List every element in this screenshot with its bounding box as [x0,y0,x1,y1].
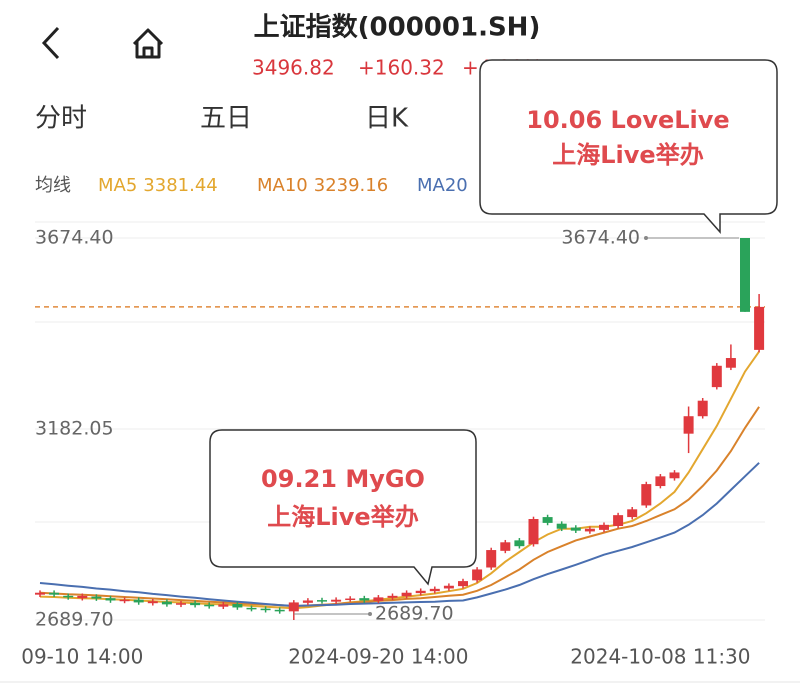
candle-body [63,595,74,598]
callout-text: 10.06 LoveLive [526,106,729,134]
x-tick-label: 2024-10-08 11:30 [570,645,750,669]
candle-body [359,598,370,601]
legend-title: 均线 [35,175,71,196]
max-label: 3674.40 [561,227,640,249]
ma-line [39,462,760,607]
candle-body [302,600,313,603]
candle-body [317,600,327,602]
candle-body [613,515,624,527]
title: 上证指数(000001.SH) [254,13,541,43]
candle-body [345,598,356,601]
candle-body [500,542,511,551]
y-tick-label: 2689.70 [35,609,114,631]
candle-body [119,599,130,602]
candle-body [288,602,299,612]
callout-bubble [479,59,778,234]
candle-body [77,595,88,599]
candle-body [415,590,426,594]
candle-body [387,595,398,598]
tab[interactable]: 五日 [200,104,252,134]
candle-body [133,599,144,603]
legend-item: MA5 3381.44 [98,175,218,196]
callout-text: 上海Live举办 [552,141,703,169]
legend-item: MA10 3239.16 [257,175,388,196]
ma-line [39,351,760,610]
candle-body [486,550,497,568]
candle-body [161,601,172,605]
candle-body [147,601,158,604]
candle-body [669,472,680,479]
candle-body [528,519,539,545]
candle-body [754,306,765,350]
legend-name: MA5 [98,175,137,196]
candle-body [683,416,694,434]
legend-name: MA10 [257,175,308,196]
candle-body [655,476,666,487]
ma-line [39,406,760,608]
candle-body [373,597,384,601]
candle-body [246,607,257,610]
min-dot [368,612,372,616]
change: +160.32 [358,56,445,80]
candle-body [711,365,722,388]
candle-body [232,603,243,608]
candle-body [35,592,45,595]
tab[interactable]: 日K [365,104,409,134]
candle-body [91,596,102,599]
callout-bubble [209,429,477,586]
candle-body [570,527,581,531]
max-dot [644,236,648,240]
candle-body [542,517,553,523]
min-label: 2689.70 [375,603,454,625]
legend-name: MA20 [417,175,468,196]
candle-body [641,484,652,506]
legend-value: 3239.16 [314,175,388,196]
candle-body [599,524,609,530]
candle-body [49,592,60,595]
candle-body [725,358,736,368]
y-tick-label: 3182.05 [35,418,114,440]
candle-body [740,238,750,312]
price: 3496.82 [252,56,335,80]
candle-body [443,585,454,589]
candle-body [514,540,525,547]
callout-text: 09.21 MyGO [261,465,425,493]
candle-body [556,523,567,529]
candle-body [697,400,708,417]
candle-body [204,604,215,607]
callouts: 10.06 LoveLive 上海Live举办 09.21 MyGO 上海Liv… [209,59,778,586]
candle-body [190,602,201,606]
legend-value: 3381.44 [143,175,217,196]
candle-body [472,569,483,581]
x-tick-label: 09-10 14:00 [21,645,143,669]
candle-body [218,604,229,607]
candle-body [401,592,412,597]
candle-body [584,528,595,532]
tab[interactable]: 分时 [35,104,87,134]
callout-text: 上海Live举办 [267,503,418,531]
candle-body [176,603,186,605]
candle-body [331,599,342,602]
candle-body [458,581,468,587]
x-tick-label: 2024-09-20 14:00 [288,645,468,669]
candle-body [429,588,440,592]
legend-item: MA20 [417,175,468,196]
back-button[interactable] [41,26,60,60]
candle-body [105,598,116,601]
y-tick-label: 3674.40 [35,227,114,249]
home-button[interactable] [132,28,164,59]
candle-body [260,608,271,611]
candle-body [274,609,285,612]
candle-body [627,509,638,518]
